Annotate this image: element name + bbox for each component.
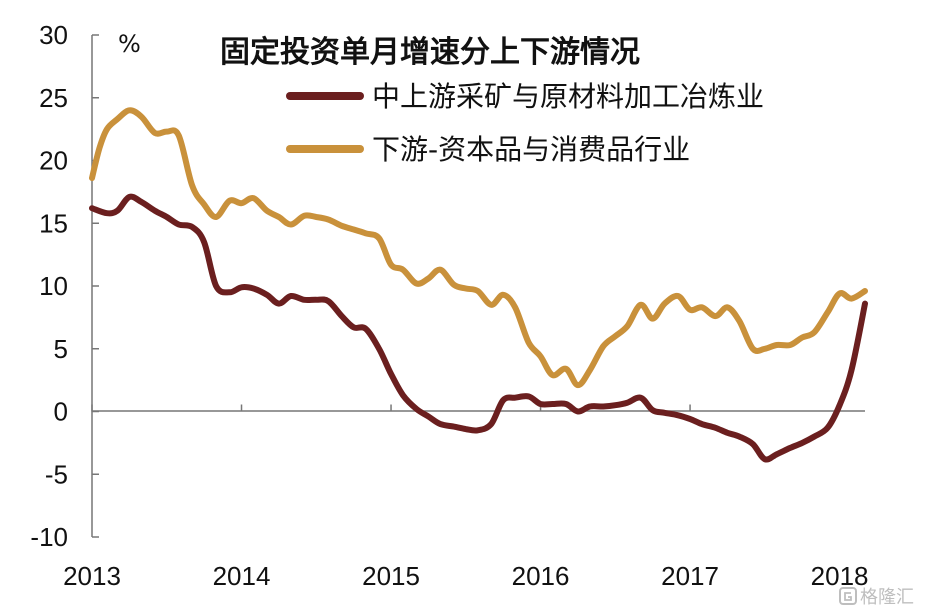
x-tick-label: 2017 — [661, 561, 719, 591]
watermark-text: 格隆汇 — [860, 587, 914, 608]
x-ticks: 2013 2014 2015 2016 2017 2018 — [63, 404, 869, 591]
unit-label: % — [118, 30, 141, 58]
x-tick-label: 2014 — [213, 561, 271, 591]
legend-label-series-1: 中上游采矿与原材料加工冶炼业 — [372, 80, 764, 113]
y-tick-label: 15 — [39, 208, 68, 238]
x-tick-label: 2018 — [811, 561, 869, 591]
gelonghui-logo-icon — [839, 587, 857, 605]
y-tick-label: 30 — [39, 20, 68, 50]
x-tick-label: 2013 — [63, 561, 121, 591]
chart-title: 固定投资单月增速分上下游情况 — [220, 35, 640, 70]
y-tick-label: 25 — [39, 83, 68, 113]
legend-label-series-2: 下游-资本品与消费品行业 — [372, 133, 690, 166]
x-tick-label: 2016 — [512, 561, 570, 591]
y-tick-label: 0 — [54, 397, 68, 427]
y-tick-label: 5 — [54, 334, 68, 364]
series-layer — [89, 107, 868, 463]
y-tick-label: 20 — [39, 146, 68, 176]
legend: 中上游采矿与原材料加工冶炼业 下游-资本品与消费品行业 — [286, 80, 764, 166]
x-tick-label: 2015 — [362, 561, 420, 591]
y-tick-label: -5 — [45, 459, 68, 489]
y-tick-label: 10 — [39, 271, 68, 301]
series-line-1 — [89, 193, 868, 463]
series-line-2 — [89, 107, 868, 389]
y-ticks: -10 -5 0 5 10 15 20 25 30 — [30, 20, 99, 552]
y-tick-label: -10 — [30, 522, 68, 552]
watermark: 格隆汇 — [839, 587, 914, 608]
